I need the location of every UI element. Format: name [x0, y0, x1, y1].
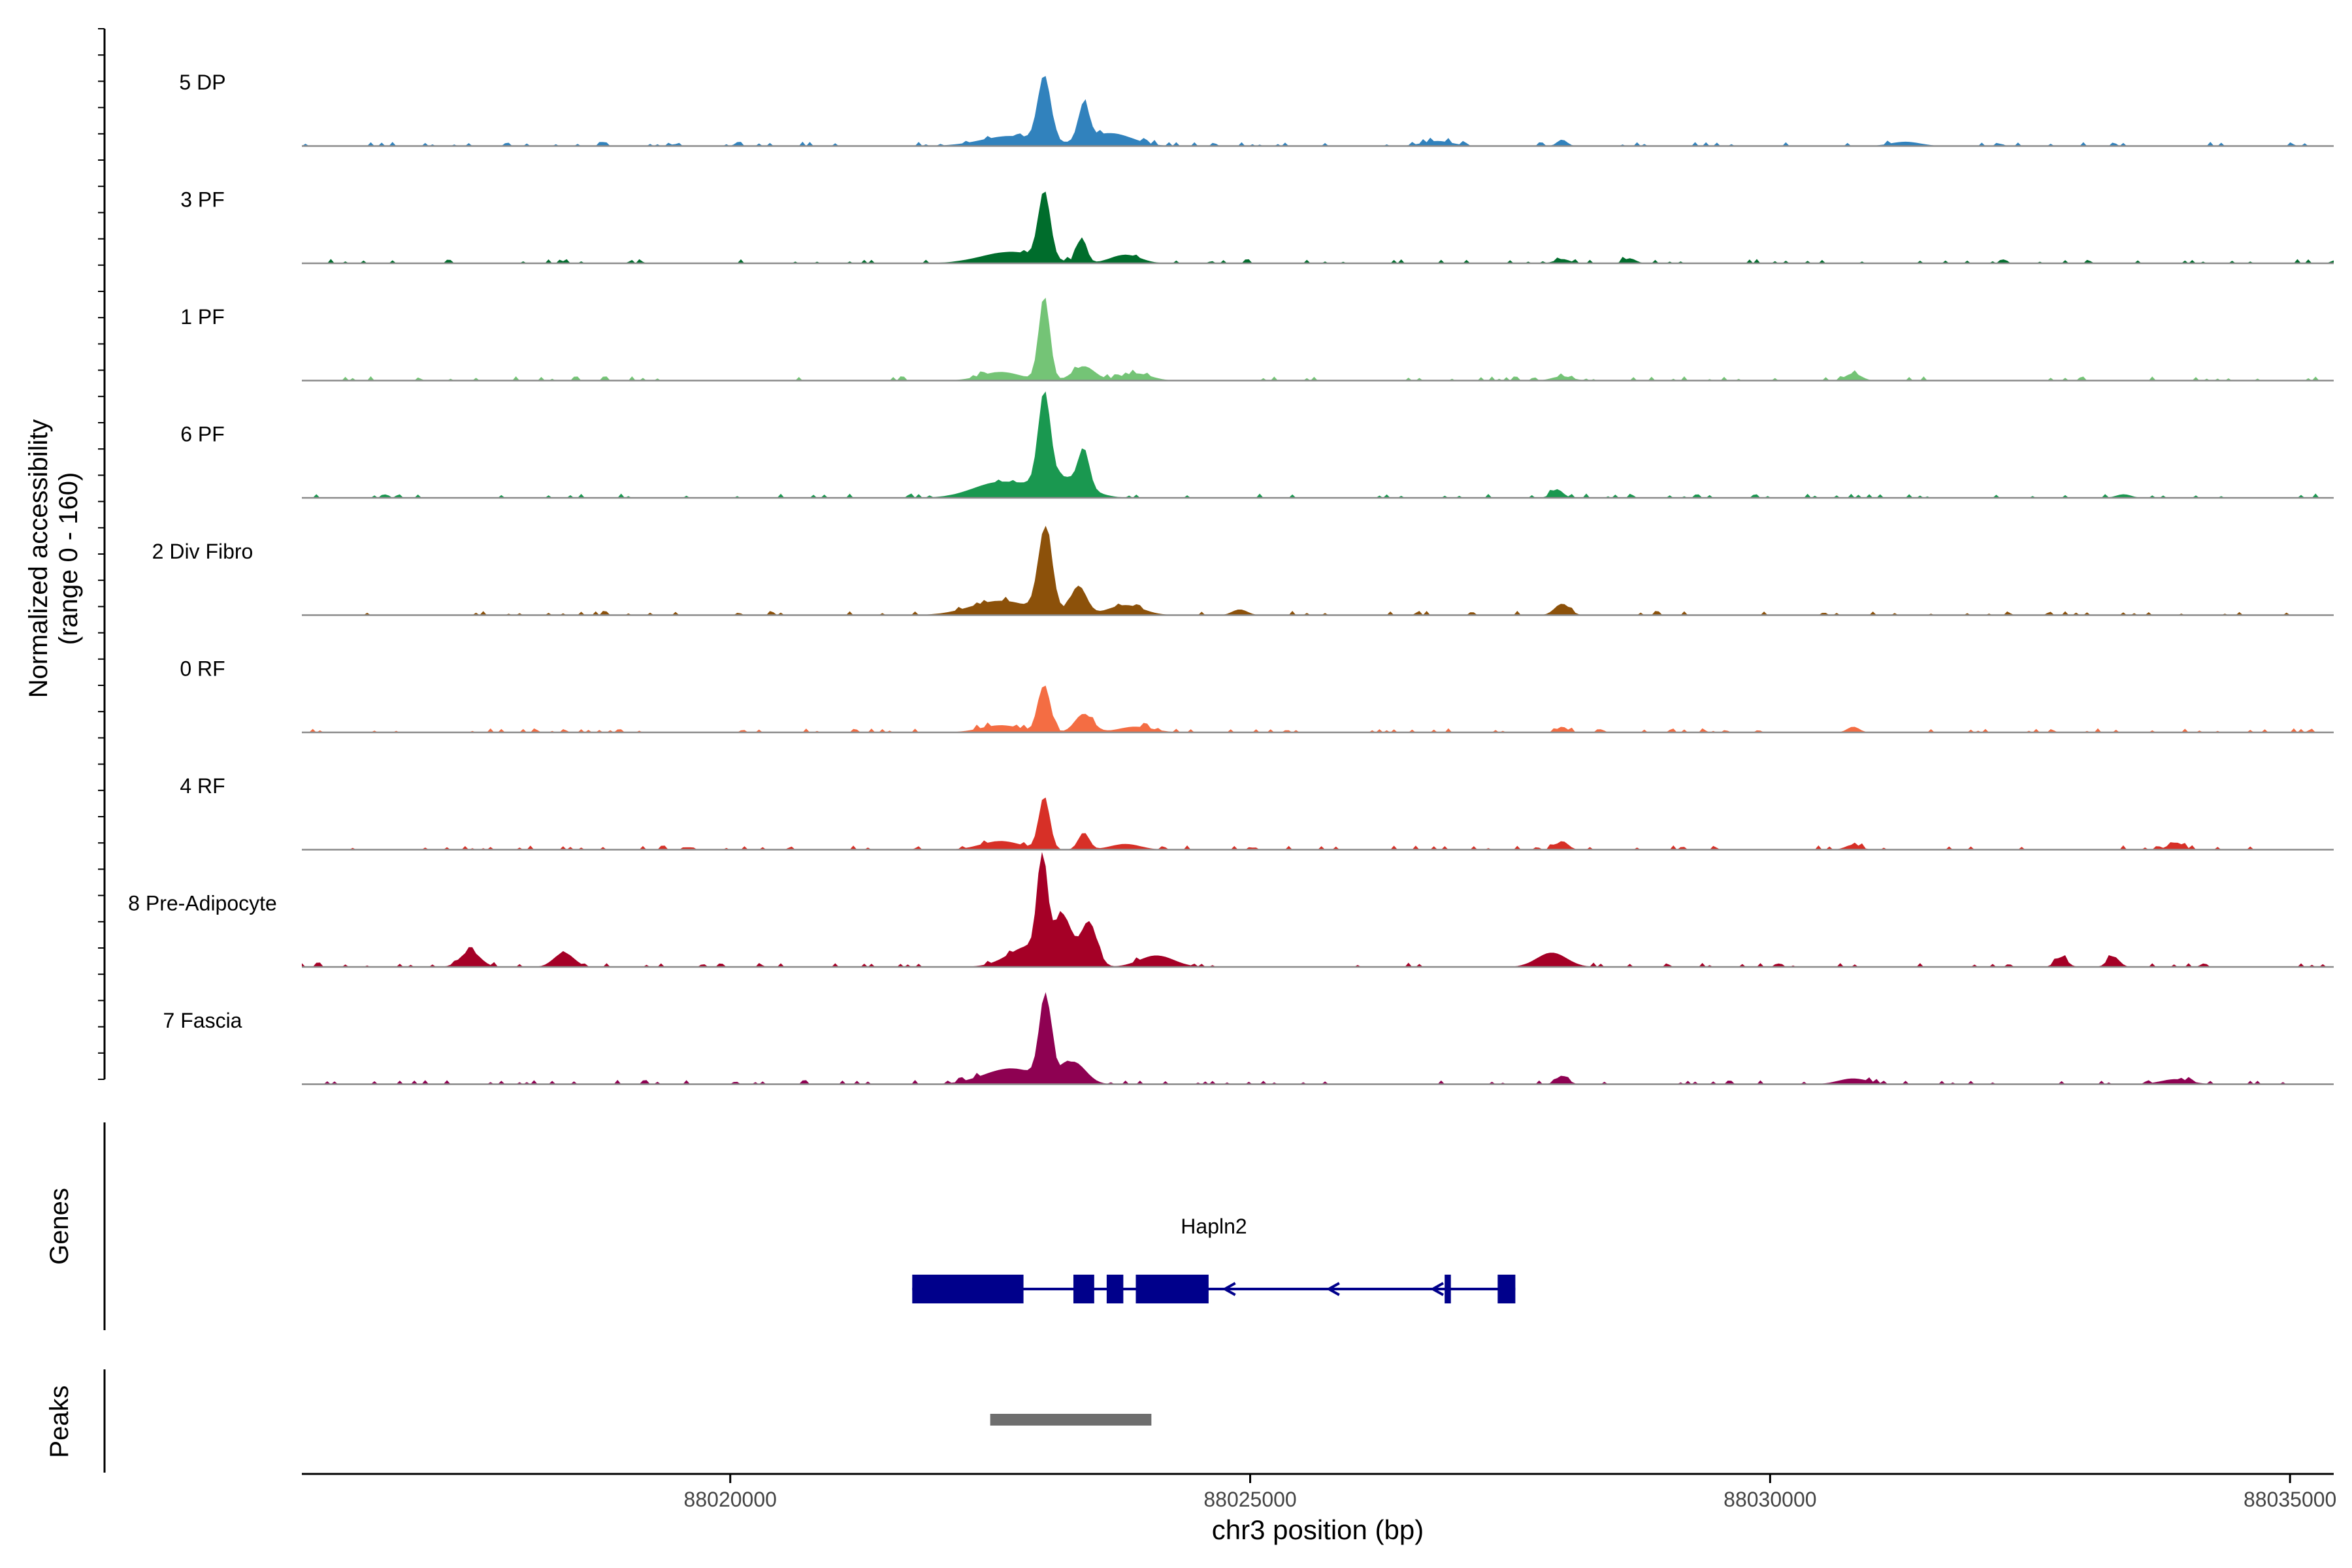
x-axis-tick-label: 88030000 [1723, 1488, 1816, 1511]
gene-exon [912, 1275, 1024, 1303]
track-label-3-pf: 3 PF [180, 188, 225, 212]
gene-exon [1135, 1275, 1209, 1303]
y-axis-title-line2: (range 0 - 160) [54, 472, 83, 645]
track-label-2-div-fibro: 2 Div Fibro [152, 540, 253, 563]
track-area-7-fascia [302, 992, 2334, 1085]
track-area-0-rf [302, 685, 2334, 732]
genes-track-label: Genes [45, 1188, 74, 1265]
track-area-8-pre-adipocyte [302, 852, 2334, 967]
peak-bar[interactable] [990, 1414, 1152, 1426]
genes-track: Genes Hapln2 [45, 1122, 1516, 1330]
gene-exon [1073, 1275, 1094, 1303]
peaks-track-label: Peaks [45, 1385, 74, 1458]
x-axis-title: chr3 position (bp) [1212, 1514, 1424, 1545]
track-label-6-pf: 6 PF [180, 423, 225, 446]
track-area-4-rf [302, 797, 2334, 850]
accessibility-axis [98, 28, 106, 1080]
track-label-0-rf: 0 RF [180, 657, 225, 681]
track-area-2-div-fibro [302, 525, 2334, 615]
track-area-1-pf [302, 297, 2334, 381]
accessibility-axis-title: Normalized accessibility (range 0 - 160) [24, 419, 83, 698]
accessibility-tracks [302, 76, 2334, 1085]
track-labels: 5 DP 3 PF 1 PF 6 PF 2 Div Fibro 0 RF 4 RF 8 Pre… [128, 71, 277, 1032]
y-axis-title-line1: Normalized accessibility [24, 419, 53, 698]
gene-exon [1106, 1275, 1124, 1303]
x-axis-tick-label: 88020000 [684, 1488, 777, 1511]
gene-exon [1497, 1275, 1516, 1303]
track-label-7-fascia: 7 Fascia [163, 1009, 242, 1032]
strand-arrow-icon [1222, 1282, 1236, 1296]
gene-name-label: Hapln2 [1181, 1215, 1247, 1238]
track-label-1-pf: 1 PF [180, 305, 225, 329]
track-area-3-pf [302, 191, 2334, 263]
track-label-5-dp: 5 DP [179, 71, 225, 94]
strand-arrow-icon [1326, 1282, 1340, 1296]
x-axis-tick-label: 88035000 [2244, 1488, 2336, 1511]
track-area-6-pf [302, 391, 2334, 498]
track-label-8-pre-adipocyte: 8 Pre-Adipocyte [128, 892, 277, 915]
track-area-5-dp [302, 76, 2334, 146]
x-axis-tick-label: 88025000 [1203, 1488, 1296, 1511]
gene-exon [1445, 1275, 1451, 1303]
track-label-4-rf: 4 RF [180, 774, 225, 798]
called-peaks [990, 1414, 1152, 1426]
strand-arrow-icon [1429, 1282, 1445, 1296]
gene-model-hapln2[interactable] [912, 1275, 1516, 1303]
x-axis: 88020000 88025000 88030000 88035000 [302, 1473, 2336, 1511]
peaks-track: Peaks [45, 1369, 1152, 1473]
